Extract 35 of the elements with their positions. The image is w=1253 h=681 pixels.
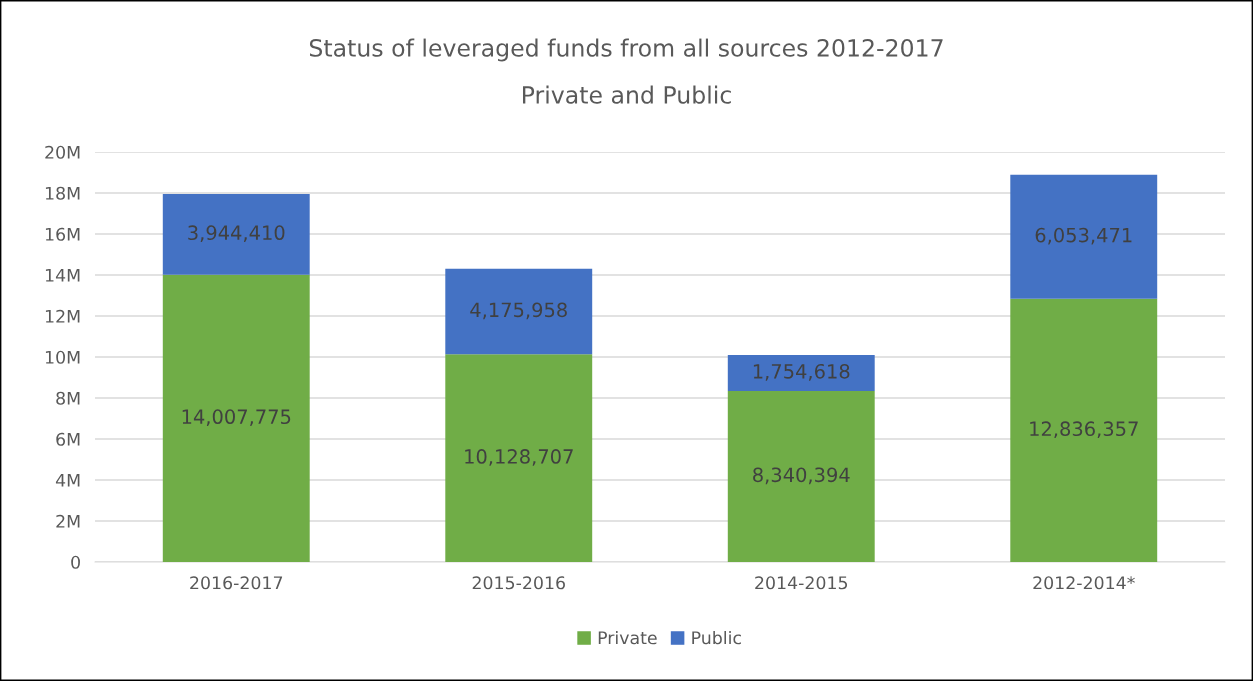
y-tick-label: 0 (71, 555, 80, 569)
data-label: 10,128,707 (465, 449, 573, 466)
data-label: 14,007,775 (182, 409, 291, 427)
data-label: 6,053,471 (1035, 227, 1132, 245)
y-tick-label: 20M (45, 145, 80, 159)
y-tick-label: 10M (45, 350, 80, 364)
x-tick-label: 2012-2014* (1033, 576, 1135, 590)
data-label: 1,754,618 (753, 363, 850, 381)
data-label: 3,944,410 (188, 225, 285, 243)
y-tick-label: 2M (56, 514, 80, 528)
bar (727, 391, 875, 562)
legend-label: Private (598, 630, 657, 645)
legend-label: Public (692, 630, 741, 645)
bar (445, 354, 593, 562)
y-tick-label: 14M (45, 268, 80, 282)
bar (1010, 298, 1158, 562)
x-tick-label: 2016-2017 (190, 576, 283, 590)
data-label: 12,836,357 (1030, 421, 1138, 439)
x-tick-label: 2015-2016 (472, 576, 565, 590)
y-tick-label: 18M (45, 186, 80, 200)
y-tick-label: 8M (56, 391, 80, 405)
bar (162, 274, 310, 562)
chart-subtitle: Private and Public (523, 85, 731, 104)
y-tick-label: 12M (45, 309, 80, 323)
data-label: 8,340,394 (753, 467, 850, 485)
bar (445, 268, 593, 355)
bar (162, 193, 310, 275)
data-label: 4,175,958 (470, 302, 567, 320)
x-tick-label: 2014-2015 (755, 576, 848, 590)
y-tick-label: 4M (55, 473, 80, 487)
y-tick-label: 16M (45, 227, 80, 241)
bar (727, 355, 875, 392)
chart-title: Status of leveraged funds from all sources 2012-2017 (309, 38, 943, 62)
bar (1010, 174, 1158, 299)
y-tick-label: 6M (56, 432, 80, 446)
